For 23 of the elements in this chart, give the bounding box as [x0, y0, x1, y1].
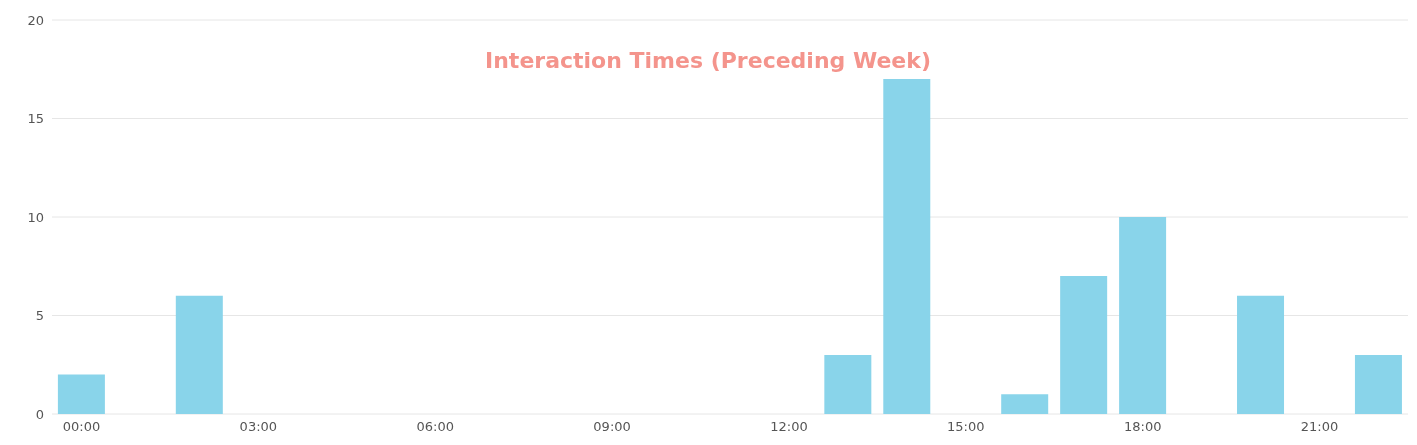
- x-tick-label: 03:00: [239, 419, 278, 435]
- x-tick-label: 00:00: [62, 419, 101, 435]
- bar: [824, 354, 872, 414]
- bar: [175, 295, 223, 414]
- y-tick-label: 0: [35, 406, 44, 422]
- y-tick-label: 15: [27, 111, 44, 127]
- bar: [1354, 354, 1402, 414]
- y-tick-label: 20: [27, 12, 44, 28]
- x-tick-label: 15:00: [947, 419, 985, 435]
- y-tick-label: 5: [35, 308, 44, 324]
- x-tick-label: 09:00: [593, 419, 631, 435]
- bar: [883, 79, 931, 414]
- x-tick-label: 06:00: [416, 419, 454, 435]
- x-tick-label: 21:00: [1300, 419, 1339, 435]
- bar: [1060, 276, 1108, 414]
- x-tick-label: 18:00: [1123, 419, 1162, 435]
- bar: [1237, 295, 1285, 414]
- x-tick-label: 12:00: [770, 419, 808, 435]
- text: Interaction Times (Preceding Week): [484, 48, 932, 73]
- bar: [1119, 217, 1167, 414]
- y-tick-label: 10: [27, 209, 44, 225]
- bar: [1001, 394, 1049, 414]
- bar: [57, 374, 105, 414]
